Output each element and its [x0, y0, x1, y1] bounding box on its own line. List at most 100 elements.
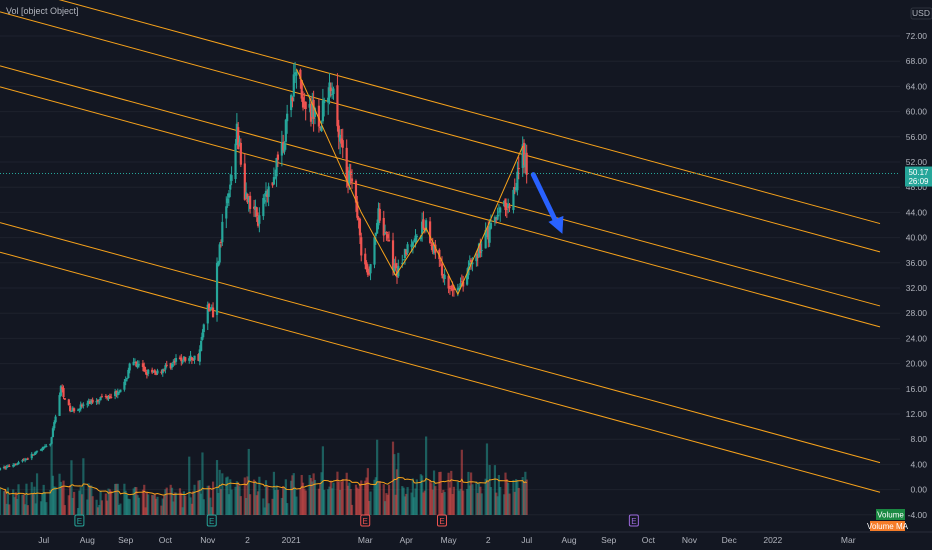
volume-bar: [239, 496, 242, 515]
candle-body: [280, 142, 283, 156]
volume-bar: [30, 482, 33, 515]
volume-bar: [99, 490, 102, 515]
volume-bar: [276, 489, 279, 515]
volume-bar: [440, 492, 444, 515]
channel-line[interactable]: [0, 222, 881, 464]
time-tick-label: 2021: [282, 535, 301, 545]
time-tick-label: Jul: [38, 535, 49, 545]
earnings-marker[interactable]: E: [360, 514, 371, 527]
channel-line[interactable]: [0, 251, 881, 493]
candle-body: [286, 113, 289, 122]
time-tick-label: Dec: [722, 535, 738, 545]
candle-body: [124, 379, 127, 382]
annotations[interactable]: [0, 68, 900, 296]
candle-body: [266, 194, 269, 197]
volume-bar: [33, 486, 36, 515]
volume-bar: [25, 483, 28, 515]
candle-body: [430, 244, 433, 246]
volume-bar: [17, 484, 20, 515]
candle-body: [458, 287, 461, 290]
volume-bar: [275, 485, 278, 515]
volume-bar: [286, 503, 289, 515]
earnings-marker[interactable]: E: [628, 514, 639, 527]
indicator-legend[interactable]: Vol [object Object]: [6, 6, 79, 16]
volume-bar: [395, 469, 399, 515]
volume-bar: [91, 496, 94, 515]
candle-body: [133, 361, 137, 363]
candle-body: [290, 95, 293, 111]
volume-bar: [245, 497, 248, 515]
earnings-marker[interactable]: E: [436, 514, 447, 527]
channel-line[interactable]: [0, 11, 881, 253]
candle-body: [401, 262, 404, 265]
volume-bar: [423, 490, 426, 515]
candle-body: [402, 259, 405, 261]
candle-body: [264, 190, 268, 197]
candle-body: [125, 378, 129, 380]
trend-channel[interactable]: [0, 0, 881, 493]
volume-bar: [73, 491, 76, 515]
candle-body: [497, 211, 500, 213]
candle-body: [237, 127, 240, 150]
volume-bar: [350, 504, 354, 515]
channel-line[interactable]: [0, 0, 881, 225]
volume-bar: [132, 488, 135, 515]
last-price-tag: [905, 166, 932, 187]
volume-bar: [43, 492, 47, 515]
currency-label[interactable]: USD: [912, 8, 930, 18]
price-tick-label: -4.00: [908, 510, 928, 520]
volume-bar: [237, 482, 240, 515]
candle-body: [246, 193, 249, 203]
candle-body: [6, 465, 10, 467]
candle-body: [475, 253, 478, 262]
volume-bar: [258, 476, 261, 515]
candle-body: [366, 268, 369, 275]
volume-bar: [155, 498, 158, 515]
candle-body: [476, 253, 479, 259]
earnings-marker[interactable]: E: [206, 514, 217, 527]
volume-bar: [323, 489, 326, 515]
price-tick-label: 48.00: [906, 182, 928, 192]
candle-body: [143, 366, 146, 372]
volume-bar: [229, 479, 232, 515]
price-tick-label: 40.00: [906, 233, 928, 243]
volume-bar: [2, 491, 6, 515]
volume-ma-badge-box: [870, 521, 905, 531]
price-axis[interactable]: USD 72.00 68.00 64.00 60.00 56.00 52.00 48.00 44…: [867, 7, 932, 531]
volume-bar: [450, 470, 453, 515]
time-axis[interactable]: Jul Aug Sep Oct Nov 2 2021 Mar Apr May 2 Jul Aug Sep O…: [0, 531, 932, 545]
price-tick-label: 8.00: [910, 434, 927, 444]
down-arrow-icon[interactable]: [548, 215, 564, 234]
candle-body: [354, 180, 358, 203]
down-arrow-shaft[interactable]: [530, 172, 561, 230]
candle-body: [2, 466, 6, 469]
candle-body: [360, 237, 363, 256]
volume-bar: [249, 494, 252, 515]
volume-bar: [391, 441, 395, 515]
candle-body: [31, 454, 35, 456]
volume-bar: [497, 475, 500, 515]
zigzag-line[interactable]: [295, 68, 524, 296]
candle-body: [178, 357, 182, 360]
time-tick-label: Mar: [841, 535, 856, 545]
volume-bar: [340, 481, 343, 515]
candle-body: [0, 467, 2, 471]
volume-bar: [45, 502, 48, 515]
volume-bar: [104, 493, 107, 515]
volume-bar: [451, 494, 454, 515]
candle-body: [63, 398, 66, 400]
earnings-marker-box: [436, 514, 447, 527]
channel-line[interactable]: [0, 86, 881, 328]
earnings-marker[interactable]: E: [74, 514, 85, 527]
channel-line[interactable]: [0, 65, 881, 307]
volume-bar: [336, 471, 339, 515]
volume-bar: [262, 498, 265, 515]
volume-bar: [267, 503, 270, 515]
volume-bar: [319, 483, 322, 515]
volume-bar: [13, 497, 16, 515]
candle-body: [413, 240, 416, 242]
volume-bar: [439, 471, 442, 515]
